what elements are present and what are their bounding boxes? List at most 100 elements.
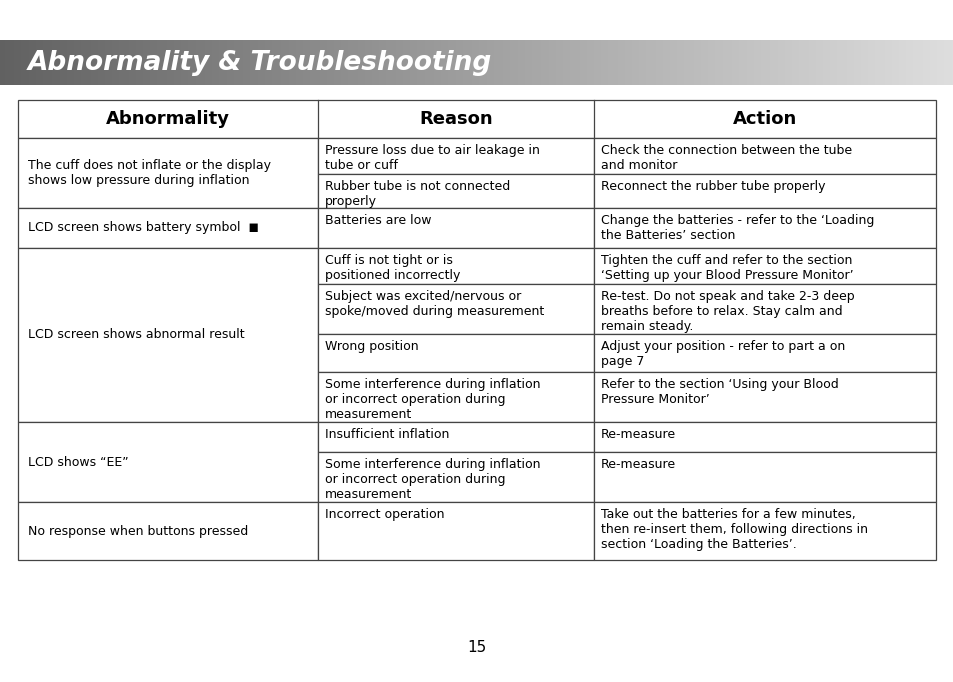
Polygon shape	[57, 40, 59, 85]
Polygon shape	[291, 40, 293, 85]
Polygon shape	[748, 40, 750, 85]
Polygon shape	[920, 40, 922, 85]
Polygon shape	[488, 40, 491, 85]
Bar	[18, 248, 317, 422]
Polygon shape	[848, 40, 850, 85]
Polygon shape	[293, 40, 295, 85]
Polygon shape	[858, 40, 860, 85]
Polygon shape	[269, 40, 272, 85]
Polygon shape	[717, 40, 720, 85]
Polygon shape	[345, 40, 348, 85]
Text: 15: 15	[467, 640, 486, 655]
Polygon shape	[796, 40, 798, 85]
Text: Subject was excited/nervous or
spoke/moved during measurement: Subject was excited/nervous or spoke/mov…	[325, 290, 543, 318]
Polygon shape	[2, 40, 5, 85]
Polygon shape	[786, 40, 788, 85]
Polygon shape	[364, 40, 367, 85]
Polygon shape	[821, 40, 824, 85]
Polygon shape	[736, 40, 739, 85]
Polygon shape	[450, 40, 453, 85]
Polygon shape	[167, 40, 169, 85]
Polygon shape	[267, 40, 269, 85]
Polygon shape	[69, 40, 71, 85]
Polygon shape	[540, 40, 543, 85]
Text: Check the connection between the tube
and monitor: Check the connection between the tube an…	[600, 144, 851, 172]
Polygon shape	[564, 40, 567, 85]
Polygon shape	[686, 40, 688, 85]
Text: Adjust your position - refer to part a on
page 7: Adjust your position - refer to part a o…	[600, 340, 844, 368]
Polygon shape	[169, 40, 172, 85]
Polygon shape	[221, 40, 224, 85]
Polygon shape	[605, 40, 607, 85]
Polygon shape	[26, 40, 29, 85]
Polygon shape	[588, 40, 591, 85]
Polygon shape	[288, 40, 291, 85]
Polygon shape	[216, 40, 219, 85]
Polygon shape	[721, 40, 724, 85]
Polygon shape	[133, 40, 135, 85]
Polygon shape	[486, 40, 488, 85]
Polygon shape	[248, 40, 250, 85]
Polygon shape	[445, 40, 448, 85]
Polygon shape	[262, 40, 264, 85]
Polygon shape	[319, 40, 321, 85]
Polygon shape	[526, 40, 529, 85]
Polygon shape	[19, 40, 21, 85]
Polygon shape	[114, 40, 116, 85]
Polygon shape	[129, 40, 131, 85]
Polygon shape	[97, 40, 100, 85]
Polygon shape	[29, 40, 30, 85]
Polygon shape	[581, 40, 583, 85]
Polygon shape	[810, 40, 812, 85]
Polygon shape	[543, 40, 545, 85]
Polygon shape	[777, 40, 779, 85]
Polygon shape	[210, 40, 212, 85]
Polygon shape	[659, 40, 662, 85]
Polygon shape	[52, 40, 54, 85]
Polygon shape	[888, 40, 891, 85]
Polygon shape	[369, 40, 372, 85]
Polygon shape	[434, 40, 436, 85]
Polygon shape	[78, 40, 81, 85]
Polygon shape	[529, 40, 531, 85]
Polygon shape	[483, 40, 486, 85]
Polygon shape	[924, 40, 926, 85]
Polygon shape	[459, 40, 462, 85]
Polygon shape	[693, 40, 696, 85]
Polygon shape	[497, 40, 500, 85]
Polygon shape	[38, 40, 40, 85]
Polygon shape	[100, 40, 102, 85]
Polygon shape	[472, 40, 474, 85]
Polygon shape	[440, 40, 443, 85]
Bar	[317, 248, 594, 284]
Polygon shape	[138, 40, 140, 85]
Polygon shape	[836, 40, 839, 85]
Polygon shape	[181, 40, 183, 85]
Text: Pressure loss due to air leakage in
tube or cuff: Pressure loss due to air leakage in tube…	[325, 144, 539, 172]
Polygon shape	[715, 40, 717, 85]
Polygon shape	[615, 40, 617, 85]
Polygon shape	[653, 40, 655, 85]
Polygon shape	[634, 40, 636, 85]
Polygon shape	[355, 40, 357, 85]
Polygon shape	[521, 40, 524, 85]
Text: Change the batteries - refer to the ‘Loading
the Batteries’ section: Change the batteries - refer to the ‘Loa…	[600, 214, 874, 242]
Polygon shape	[50, 40, 52, 85]
Polygon shape	[381, 40, 383, 85]
Polygon shape	[415, 40, 416, 85]
Text: Action: Action	[732, 110, 797, 128]
Polygon shape	[164, 40, 167, 85]
Text: Abnormality: Abnormality	[106, 110, 230, 128]
Polygon shape	[574, 40, 577, 85]
Polygon shape	[843, 40, 845, 85]
Polygon shape	[476, 40, 478, 85]
Polygon shape	[259, 40, 262, 85]
Polygon shape	[300, 40, 302, 85]
Polygon shape	[372, 40, 374, 85]
Polygon shape	[407, 40, 410, 85]
Polygon shape	[48, 40, 50, 85]
Polygon shape	[629, 40, 631, 85]
Polygon shape	[755, 40, 758, 85]
Polygon shape	[383, 40, 386, 85]
Text: No response when buttons pressed: No response when buttons pressed	[28, 524, 248, 537]
